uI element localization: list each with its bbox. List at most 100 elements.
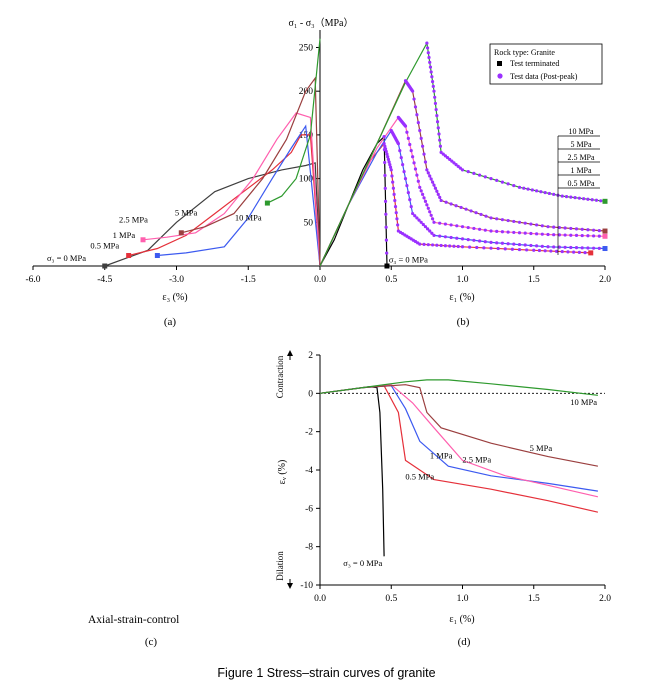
post-peak-dot-5-6-7 <box>454 163 458 167</box>
post-peak-dot-2-7-9 <box>540 244 544 248</box>
post-peak-dot-5-8-5 <box>539 190 543 194</box>
post-peak-dot-5-7-9 <box>512 183 516 188</box>
post-peak-dot-2-7-5 <box>517 242 522 247</box>
post-peak-dot-4-6-6 <box>469 209 473 213</box>
chart-d-series-1 <box>319 385 599 513</box>
post-peak-dot-2-6-4 <box>455 236 459 240</box>
post-peak-dot-3-8-6 <box>580 233 584 238</box>
post-peak-dot-5-4-9 <box>431 84 435 88</box>
post-peak-dot-0-5-7 <box>384 225 388 229</box>
post-peak-dot-0-5-3 <box>383 173 387 178</box>
post-peak-dot-2-4-8 <box>408 197 412 202</box>
post-peak-dot-5-9-1 <box>564 194 569 199</box>
ytick-label-d-5: 0 <box>308 389 313 399</box>
post-peak-dot-1-4-4 <box>392 192 396 196</box>
tick-label-b-2: 1.0 <box>457 275 469 285</box>
post-peak-dot-3-7-2 <box>500 230 504 234</box>
post-peak-dot-4-6-9 <box>484 214 488 218</box>
post-peak-dot-4-8-1 <box>552 225 556 229</box>
post-peak-dot-3-5-2 <box>421 192 425 196</box>
terminated-marker-a-0 <box>102 263 108 269</box>
post-peak-dot-4-6-7 <box>474 211 478 215</box>
post-peak-dot-4-5-6 <box>433 186 438 190</box>
chart-d-series-2 <box>319 385 598 492</box>
terminated-marker-b-2 <box>602 246 608 252</box>
tick-label-d-2: 1.0 <box>457 594 469 604</box>
post-peak-dot-4-8-8 <box>592 228 596 232</box>
side-label-dilation: Dilation <box>275 551 285 581</box>
tick-label-b-1: 0.5 <box>385 275 397 285</box>
post-peak-dot-2-8-3 <box>563 245 567 249</box>
post-peak-dot-5-4-4 <box>428 60 432 64</box>
post-peak-dot-5-5-2 <box>433 101 438 106</box>
post-peak-dot-5-5-5 <box>435 120 440 124</box>
post-peak-dot-4-5-5 <box>432 183 436 187</box>
panel-label-c: (c) <box>144 636 158 648</box>
chart-d-series-3 <box>319 384 599 498</box>
post-peak-dot-5-8-7 <box>547 191 552 196</box>
post-peak-dot-5-6-8 <box>456 164 460 168</box>
confining-label-0: 10 MPa <box>568 127 594 136</box>
post-peak-dot-2-5-7 <box>425 227 430 231</box>
post-peak-dot-1-3-8 <box>388 163 392 167</box>
post-peak-dot-2-7-6 <box>523 243 527 247</box>
post-peak-dot-2-4-1 <box>398 149 402 153</box>
post-peak-dot-3-6-1 <box>438 221 442 225</box>
post-peak-dot-4-8-4 <box>569 226 573 231</box>
post-peak-dot-1-8-2 <box>543 249 547 253</box>
post-peak-dot-5-4-2 <box>426 51 430 55</box>
post-peak-dot-1-4-2 <box>391 180 395 184</box>
post-peak-dot-3-6-7 <box>472 226 476 231</box>
post-peak-dot-3-8-3 <box>563 233 567 237</box>
post-peak-dot-3-8-5 <box>574 233 579 238</box>
post-peak-dot-5-5-9 <box>438 144 443 148</box>
panel-label-a: (a) <box>163 316 177 328</box>
post-peak-dot-3-8-2 <box>557 233 562 237</box>
post-peak-dot-5-4-3 <box>427 55 431 60</box>
post-peak-dot-5-5-6 <box>436 126 440 130</box>
post-peak-dot-5-6-1 <box>441 152 445 156</box>
post-peak-dot-5-4-6 <box>429 70 433 74</box>
post-peak-dot-1-6-3 <box>430 243 435 247</box>
post-peak-dot-2-5-8 <box>428 229 432 233</box>
post-peak-dot-4-4-3 <box>415 113 419 117</box>
post-peak-dot-1-7-3 <box>482 246 486 250</box>
post-peak-dot-2-8-9 <box>597 246 601 250</box>
post-peak-dot-1-3-6 <box>386 157 390 161</box>
post-peak-dot-4-5-8 <box>436 192 440 196</box>
chart-b-series-3 <box>319 116 606 267</box>
post-peak-dot-1-3-3 <box>384 149 388 154</box>
post-peak-dot-4-6-2 <box>449 202 453 206</box>
tick-label-d-1: 0.5 <box>385 594 397 604</box>
post-peak-dot-4-8-6 <box>580 227 584 231</box>
post-peak-dot-3-4-5 <box>411 155 415 159</box>
chart-d-series-4 <box>319 384 599 467</box>
post-peak-dot-3-8-0 <box>546 232 550 237</box>
post-peak-dot-5-7-8 <box>506 182 510 186</box>
post-peak-dot-4-4-0 <box>411 89 415 93</box>
post-peak-dot-4-6-4 <box>459 205 463 210</box>
legend-entry-terminated: Test terminated <box>510 59 559 68</box>
chart-a-series-1 <box>128 134 321 267</box>
post-peak-dot-4-4-1 <box>412 97 416 101</box>
post-peak-dot-5-9-5 <box>582 197 586 201</box>
annotation-a-2: 1 MPa <box>113 230 136 240</box>
annotation-b-sigma0: σ₃ = 0 MPa <box>389 255 428 265</box>
post-peak-dot-2-7-1 <box>495 241 499 245</box>
annotation-a-4: σ₃ = 0 MPa <box>47 253 86 263</box>
post-peak-dot-1-8-0 <box>532 248 536 252</box>
figure-caption: Figure 1 Stress–strain curves of granite <box>217 666 436 680</box>
post-peak-dot-5-5-1 <box>433 95 437 99</box>
post-peak-dot-3-8-1 <box>552 233 556 237</box>
post-peak-dot-0-5-5 <box>383 199 388 203</box>
post-peak-dot-3-5-9 <box>430 217 435 221</box>
xlabel-d: ε₁ (%) <box>449 614 474 625</box>
post-peak-dot-5-4-5 <box>428 65 433 69</box>
post-peak-dot-5-8-0 <box>517 185 522 189</box>
post-peak-dot-3-7-0 <box>489 229 493 233</box>
post-peak-dot-1-7-9 <box>525 248 529 252</box>
post-peak-dot-2-4-0 <box>396 142 400 146</box>
post-peak-dot-1-6-2 <box>426 243 430 247</box>
tick-label-b-3: 1.5 <box>528 275 540 285</box>
post-peak-dot-1-7-6 <box>503 247 507 251</box>
